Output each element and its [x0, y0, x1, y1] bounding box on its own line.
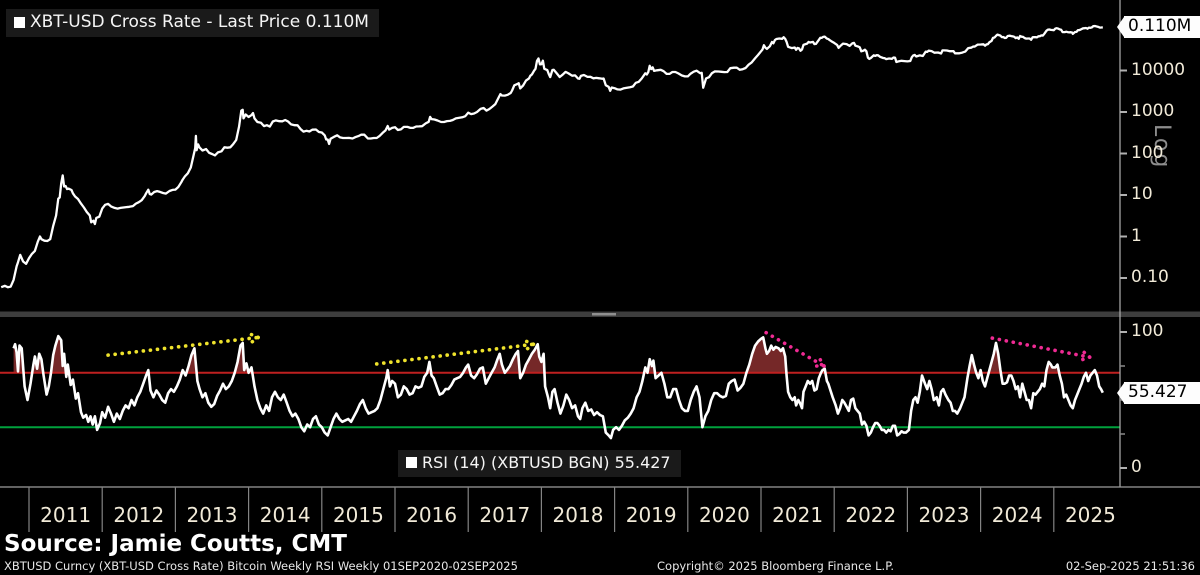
source-credit: Source: Jamie Coutts, CMT — [4, 531, 347, 557]
year-label-2013: 2013 — [186, 503, 238, 527]
rsi-tick-label: 0 — [1131, 457, 1142, 477]
year-label-2023: 2023 — [918, 503, 970, 527]
series-swatch-icon — [14, 16, 25, 28]
year-label-2017: 2017 — [479, 503, 531, 527]
uptrend-arrow-2012-2014 — [106, 330, 260, 357]
rsi-overbought-fill — [13, 336, 1103, 373]
price-tick-label: 10000 — [1131, 59, 1186, 80]
year-label-2021: 2021 — [772, 503, 824, 527]
year-label-2020: 2020 — [698, 503, 750, 527]
rsi-series-legend[interactable]: RSI (14) (XBTUSD BGN) 55.427 — [398, 450, 681, 477]
year-label-2019: 2019 — [625, 503, 677, 527]
timestamp: 02-Sep-2025 21:51:36 — [1065, 559, 1195, 573]
price-legend-label: XBT-USD Cross Rate - Last Price 0.110M — [30, 12, 369, 32]
uptrend-arrow-2015-2018 — [374, 337, 536, 366]
year-label-2022: 2022 — [845, 503, 897, 527]
panel-divider-handle[interactable] — [592, 313, 616, 316]
price-line — [0, 24, 1103, 289]
year-label-2014: 2014 — [259, 503, 311, 527]
last-price-badge: 0.110M — [1124, 16, 1200, 39]
price-tick-label: 100 — [1131, 142, 1164, 163]
year-label-2024: 2024 — [991, 503, 1043, 527]
rsi-line — [12, 334, 1104, 440]
security-meta: XBTUSD Curncy (XBT-USD Cross Rate) Bitco… — [4, 559, 518, 573]
year-label-2018: 2018 — [552, 503, 604, 527]
year-label-2016: 2016 — [406, 503, 458, 527]
price-tick-label: 1 — [1131, 225, 1142, 246]
price-tick-label: 1000 — [1131, 101, 1175, 121]
series-swatch-icon — [406, 457, 417, 468]
price-tick-label: 0.10 — [1131, 267, 1169, 287]
rsi-value-badge: 55.427 — [1124, 381, 1200, 404]
price-series-legend[interactable]: XBT-USD Cross Rate - Last Price 0.110M — [6, 9, 379, 37]
rsi-tick-label: 100 — [1131, 321, 1164, 341]
copyright-notice: Copyright© 2025 Bloomberg Finance L.P. — [657, 559, 894, 573]
downtrend-arrow-2021 — [764, 330, 826, 368]
price-tick-label: 10 — [1131, 184, 1153, 204]
year-label-2011: 2011 — [40, 503, 92, 527]
year-label-2025: 2025 — [1064, 503, 1116, 527]
year-label-2015: 2015 — [332, 503, 384, 527]
year-label-2012: 2012 — [113, 503, 165, 527]
rsi-legend-label: RSI (14) (XBTUSD BGN) 55.427 — [422, 453, 671, 472]
downtrend-arrow-2024-2025 — [990, 336, 1092, 364]
